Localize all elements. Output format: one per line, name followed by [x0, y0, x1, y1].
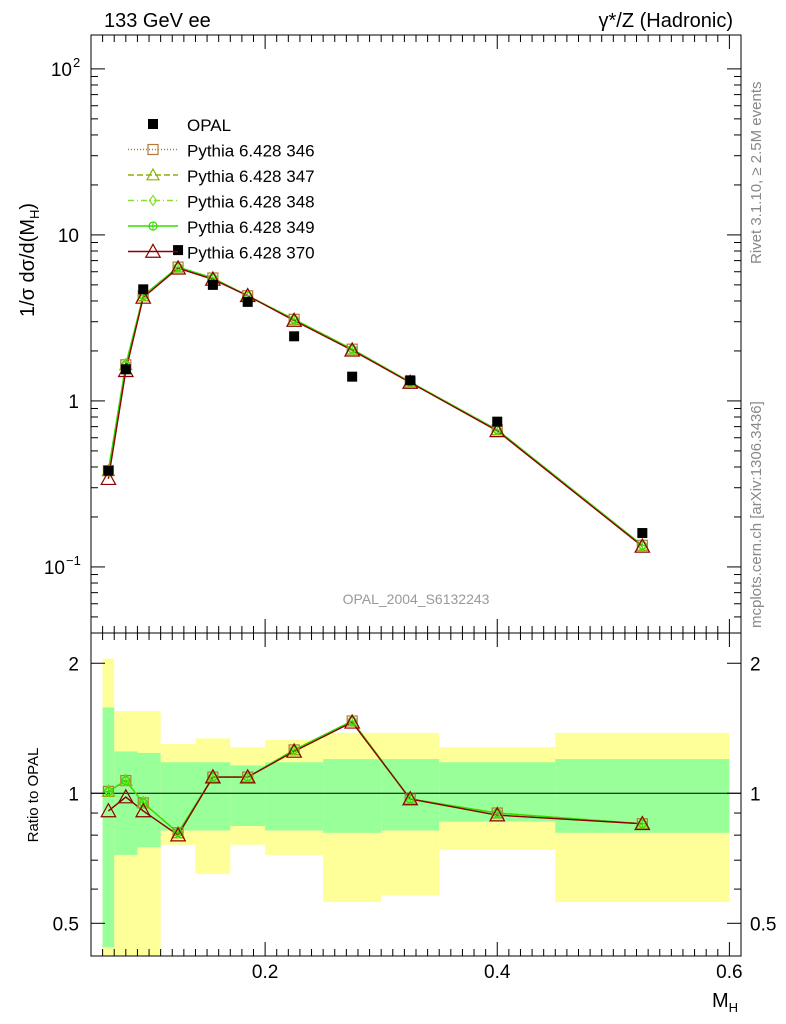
- data-point: [138, 284, 149, 295]
- series-line: [107, 266, 643, 546]
- inner-band: [137, 752, 161, 848]
- x-axis-label-text: MH: [712, 990, 738, 1015]
- ratio-y-tick-label-right: 1: [750, 784, 761, 805]
- marker-diamond: [104, 785, 113, 798]
- y-axis-label-text: 1/σ dσ/d(MH): [17, 203, 42, 317]
- marker-triangle: [100, 802, 117, 818]
- data-point: [289, 331, 300, 342]
- watermark: OPAL_2004_S6132243: [343, 591, 490, 607]
- inner-band: [102, 707, 115, 948]
- marker-triangle: [100, 470, 117, 486]
- header-right: γ*/Z (Hadronic): [599, 10, 733, 32]
- data-point: [148, 119, 158, 129]
- series-line: [107, 266, 643, 546]
- x-tick-label: 0.6: [716, 962, 742, 983]
- marker-diamond: [243, 771, 252, 784]
- marker-triangle: [634, 815, 651, 831]
- data-point: [242, 296, 253, 307]
- legend-label: Pythia 6.428 349: [187, 218, 315, 237]
- marker-circle-plus: [148, 221, 158, 231]
- marker-diamond: [121, 774, 131, 787]
- x-axis-label: MH: [712, 990, 738, 1015]
- data-point: [637, 528, 648, 539]
- ratio-panel-bands: [91, 658, 741, 956]
- ratio-y-tick-label: 0.5: [53, 914, 79, 935]
- marker-triangle: [285, 742, 303, 758]
- marker-triangle: [489, 422, 506, 438]
- header-left: 133 GeV ee: [104, 10, 211, 32]
- data-point: [207, 279, 218, 290]
- marker-triangle: [144, 243, 162, 258]
- data-point: [492, 416, 503, 427]
- data-point: [103, 465, 114, 476]
- main-panel-lines: [107, 266, 643, 547]
- y-tick-label: 10: [44, 558, 65, 579]
- marker-triangle: [285, 312, 303, 327]
- ratio-panel-markers: [100, 713, 651, 842]
- ratio-y-tick-label: 2: [68, 654, 79, 675]
- inner-band: [265, 762, 324, 831]
- inner-band: [323, 759, 382, 833]
- legend-label: OPAL: [187, 116, 231, 135]
- marker-circle-plus: [121, 775, 131, 786]
- marker-triangle: [343, 713, 361, 729]
- ratio-y-tick-label-right: 2: [750, 654, 761, 675]
- legend-label: Pythia 6.428 348: [187, 193, 315, 212]
- series-line: [107, 266, 643, 546]
- marker-triangle: [135, 802, 152, 818]
- legend-label: Pythia 6.428 347: [187, 167, 315, 186]
- y-tick-label: 10: [51, 60, 72, 81]
- inner-band: [160, 762, 196, 831]
- data-point: [347, 371, 358, 382]
- marker-circle-plus: [103, 786, 114, 797]
- y-tick-label: 10: [58, 226, 79, 247]
- marker-diamond: [638, 817, 647, 830]
- y-tick-exponent: −1: [66, 553, 81, 568]
- marker-diamond: [405, 792, 415, 806]
- ratio-y-axis-label: Ratio to OPAL: [25, 748, 42, 843]
- ratio-y-tick-label: 1: [68, 784, 79, 805]
- legend: OPAL Pythia 6.428 346 Pythia 6.428 347 Pyth…: [128, 116, 315, 263]
- marker-diamond: [148, 194, 158, 207]
- marker-diamond: [138, 796, 148, 809]
- series-line: [107, 267, 643, 547]
- ratio-y-tick-label-right: 0.5: [750, 914, 776, 935]
- series-line: [107, 266, 643, 546]
- marker-triangle: [401, 790, 419, 806]
- legend-label: Pythia 6.428 346: [187, 142, 315, 161]
- ratio-panel-axes: 0.5 0.5 1 1 2 2 0.2 0.4 0.6: [53, 632, 776, 983]
- x-tick-label: 0.2: [252, 962, 278, 983]
- x-tick-label: 0.4: [484, 962, 511, 983]
- legend-label: Pythia 6.428 370: [187, 244, 315, 263]
- y-tick-exponent: 2: [73, 55, 80, 70]
- marker-triangle: [145, 167, 161, 181]
- marker-diamond: [208, 771, 218, 784]
- marker-triangle: [204, 768, 222, 784]
- main-y-axis-label: 1/σ dσ/d(MH): [17, 203, 42, 317]
- data-point: [405, 375, 416, 386]
- rivet-label: Rivet 3.1.10, ≥ 2.5M events: [748, 82, 765, 265]
- marker-triangle: [169, 259, 187, 275]
- mcplots-label: mcplots.cern.ch [arXiv:1306.3436]: [748, 401, 765, 628]
- data-point: [120, 364, 131, 375]
- y-tick-label: 1: [68, 392, 79, 413]
- marker-triangle: [169, 826, 187, 842]
- main-panel-markers: [100, 245, 651, 553]
- marker-triangle: [117, 788, 135, 804]
- marker-triangle: [634, 537, 651, 553]
- marker-triangle: [239, 768, 256, 784]
- marker-square: [147, 143, 159, 156]
- data-point: [173, 245, 184, 256]
- marker-triangle: [489, 806, 506, 822]
- marker-triangle: [135, 289, 152, 304]
- marker-triangle: [343, 341, 361, 357]
